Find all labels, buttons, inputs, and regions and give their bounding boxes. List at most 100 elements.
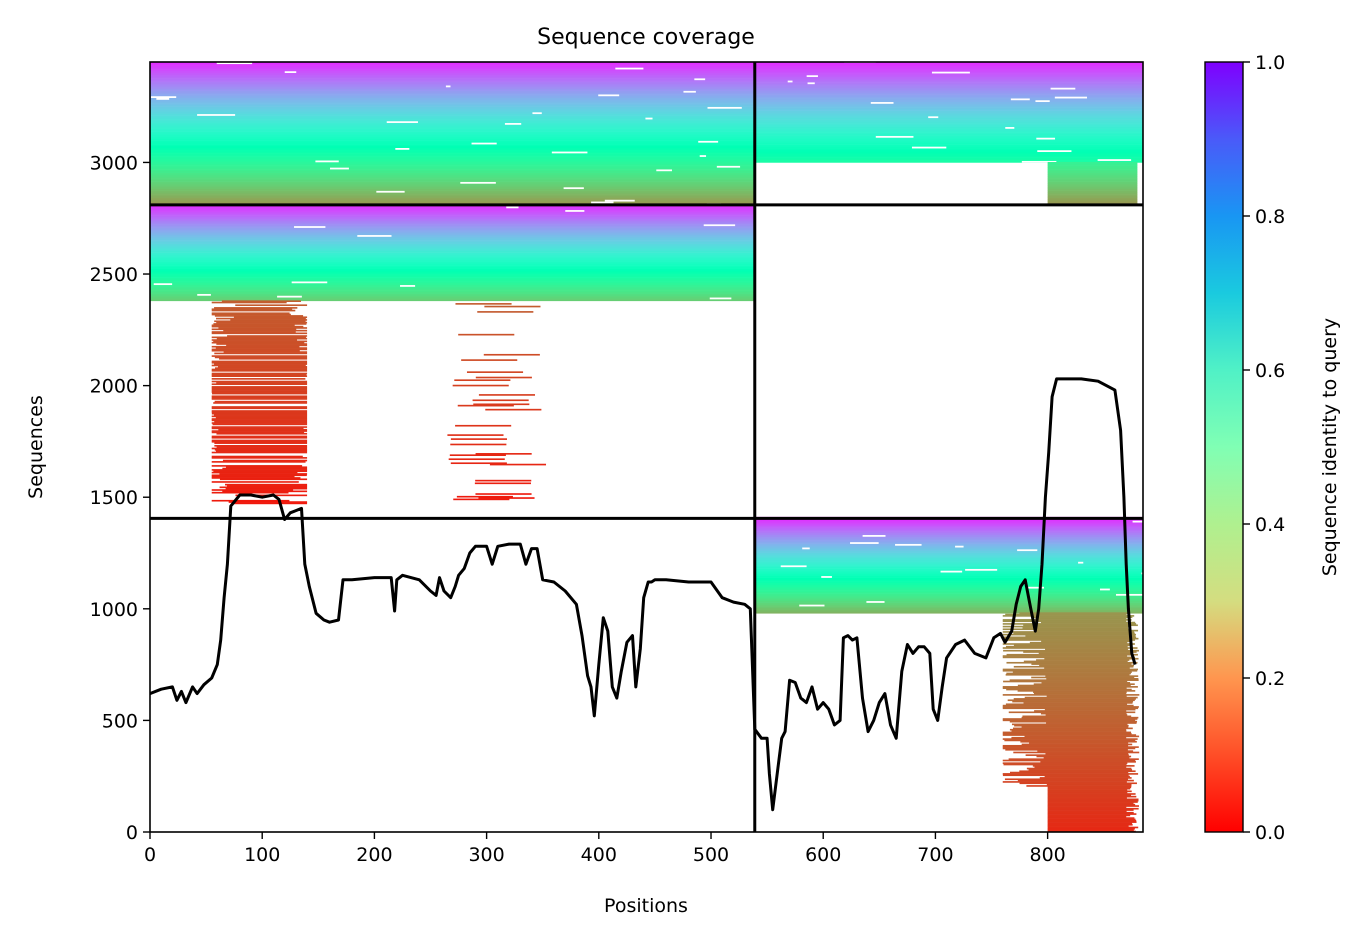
coverage-row xyxy=(1025,635,1136,637)
coverage-row xyxy=(475,453,532,455)
coverage-gap xyxy=(694,78,706,81)
coverage-row xyxy=(1002,656,1136,659)
coverage-row xyxy=(150,144,755,147)
coverage-row xyxy=(1009,720,1138,723)
coverage-row xyxy=(489,463,547,466)
coverage-gap xyxy=(376,190,405,193)
coverage-row xyxy=(1047,186,1138,190)
coverage-row xyxy=(754,112,1143,115)
coverage-row xyxy=(211,455,303,458)
coverage-row xyxy=(1002,669,1138,672)
plot-frame xyxy=(149,61,1144,833)
x-tick-label: 300 xyxy=(468,844,504,866)
coverage-row xyxy=(1046,783,1132,786)
coverage-row xyxy=(150,209,755,212)
coverage-row xyxy=(1047,791,1128,794)
coverage-row xyxy=(150,74,755,77)
coverage-row xyxy=(754,540,1143,543)
coverage-row xyxy=(150,277,755,280)
coverage-row xyxy=(150,108,755,111)
coverage-row xyxy=(150,94,755,97)
coverage-row xyxy=(1002,615,1135,617)
coverage-gap xyxy=(850,541,879,544)
coverage-row xyxy=(150,149,755,152)
coverage-row xyxy=(211,426,308,428)
coverage-row xyxy=(150,234,755,237)
coverage-row xyxy=(150,213,755,216)
coverage-row xyxy=(230,319,308,321)
coverage-gap xyxy=(1097,158,1132,161)
coverage-row xyxy=(213,402,308,404)
coverage-row xyxy=(1003,680,1128,683)
coverage-row xyxy=(225,487,308,490)
coverage-row xyxy=(1047,823,1133,826)
coverage-row xyxy=(150,76,755,79)
coverage-row xyxy=(754,584,1143,587)
coverage-row xyxy=(1047,810,1127,813)
coverage-row xyxy=(754,559,1143,562)
coverage-row xyxy=(150,224,755,227)
coverage-row xyxy=(1008,711,1136,714)
coverage-row xyxy=(1026,767,1132,770)
coverage-row xyxy=(1023,660,1128,663)
coverage-row xyxy=(150,197,755,200)
coverage-gap xyxy=(709,297,732,300)
coverage-row xyxy=(1040,761,1136,763)
coverage-row xyxy=(754,142,1143,145)
coverage-row xyxy=(1026,785,1132,787)
coverage-row xyxy=(1028,769,1133,771)
coverage-gap xyxy=(683,90,696,93)
coverage-row xyxy=(150,90,755,93)
coverage-row xyxy=(754,595,1143,598)
coverage-row xyxy=(150,167,755,170)
coverage-row xyxy=(219,478,308,481)
coverage-row xyxy=(1047,789,1128,791)
y-tick-label: 500 xyxy=(102,710,138,732)
coverage-row xyxy=(211,412,308,415)
coverage-row xyxy=(1002,762,1128,765)
coverage-row xyxy=(1002,625,1130,628)
coverage-row xyxy=(150,117,755,120)
coverage-row xyxy=(1002,706,1139,708)
coverage-row xyxy=(211,339,298,341)
coverage-row xyxy=(150,252,755,255)
coverage-row xyxy=(449,454,506,457)
coverage-row xyxy=(754,527,1143,530)
coverage-row xyxy=(1002,731,1132,734)
coverage-row xyxy=(211,481,299,483)
coverage-row xyxy=(1047,185,1138,188)
coverage-row xyxy=(1009,679,1139,681)
coverage-row xyxy=(211,489,294,491)
coverage-row xyxy=(1004,739,1136,742)
coverage-row xyxy=(1002,643,1135,645)
coverage-row xyxy=(211,419,308,422)
coverage-row xyxy=(150,63,755,66)
coverage-row xyxy=(1034,710,1127,712)
coverage-row xyxy=(150,163,755,166)
coverage-row xyxy=(450,438,507,440)
coverage-row xyxy=(754,67,1143,70)
coverage-row xyxy=(222,467,308,470)
y-tick-label: 2500 xyxy=(90,264,138,286)
coverage-row xyxy=(754,609,1143,612)
coverage-row xyxy=(754,151,1143,154)
coverage-row xyxy=(1002,637,1139,640)
coverage-row xyxy=(150,113,755,116)
colorbar-tick-label: 0.0 xyxy=(1255,822,1285,844)
chart-title: Sequence coverage xyxy=(537,25,755,50)
coverage-row xyxy=(211,336,306,339)
coverage-row xyxy=(754,133,1143,136)
coverage-row xyxy=(450,443,507,446)
coverage-row xyxy=(217,365,308,368)
x-tick-label: 100 xyxy=(244,844,280,866)
coverage-gap xyxy=(1021,160,1057,163)
coverage-gap xyxy=(284,70,297,74)
coverage-row xyxy=(1047,818,1136,821)
coverage-row xyxy=(211,361,308,364)
coverage-row xyxy=(211,331,296,333)
x-axis-ticks: 0 100 200 300 400 500 600 700 800 xyxy=(144,832,1066,866)
coverage-row xyxy=(754,76,1143,79)
coverage-row xyxy=(754,547,1143,550)
coverage-row xyxy=(150,284,755,287)
coverage-row xyxy=(211,410,308,412)
